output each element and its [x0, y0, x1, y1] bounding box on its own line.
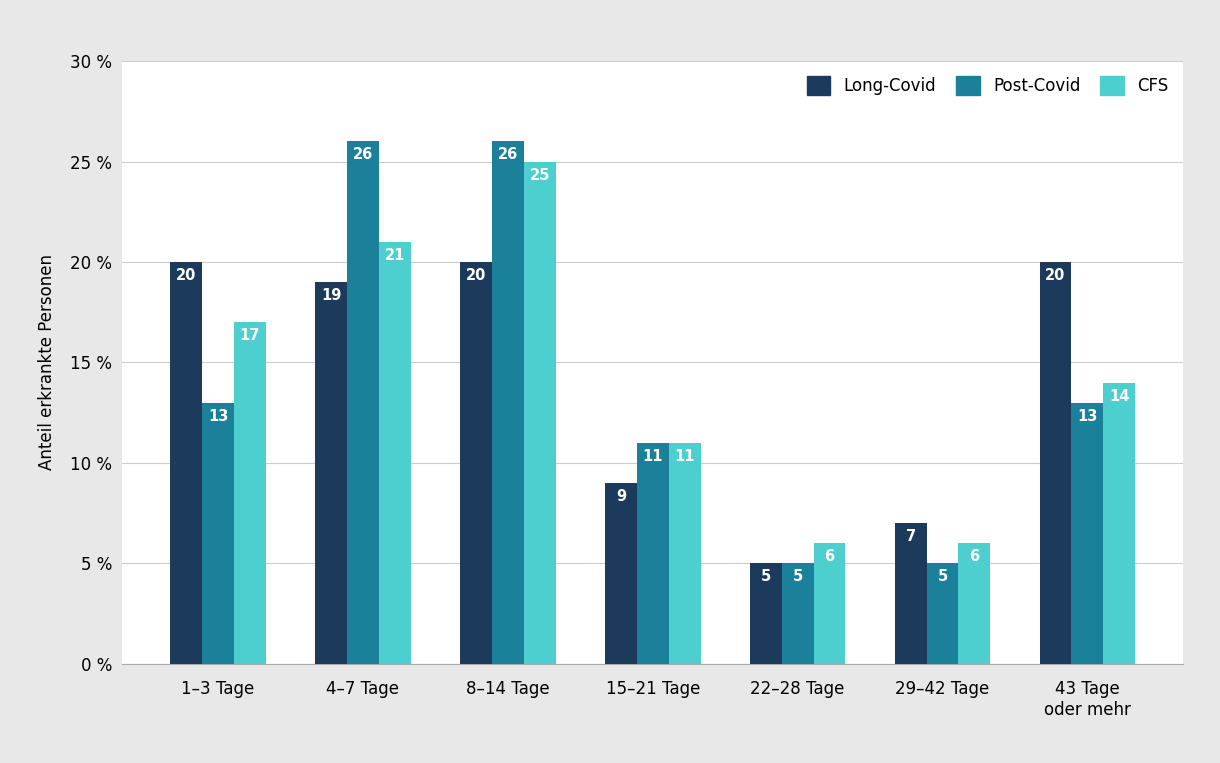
Bar [669, 443, 700, 664]
Text: 6: 6 [825, 549, 834, 565]
Bar [926, 563, 959, 664]
Bar [814, 543, 845, 664]
Bar [1071, 403, 1103, 664]
Bar [750, 563, 782, 664]
Text: 7: 7 [905, 530, 916, 544]
Bar [637, 443, 669, 664]
Bar [1103, 382, 1135, 664]
Bar [460, 262, 492, 664]
Bar [315, 282, 346, 664]
Text: 20: 20 [176, 268, 196, 283]
Text: 5: 5 [760, 569, 771, 584]
Text: 13: 13 [1077, 409, 1098, 423]
Text: 25: 25 [529, 168, 550, 182]
Text: 19: 19 [321, 288, 342, 303]
Y-axis label: Anteil erkrankte Personen: Anteil erkrankte Personen [38, 254, 56, 471]
Bar [605, 483, 637, 664]
Bar [346, 141, 379, 664]
Bar [523, 162, 555, 664]
Text: 26: 26 [353, 147, 373, 163]
Text: 5: 5 [793, 569, 803, 584]
Bar [782, 563, 814, 664]
Bar [894, 523, 926, 664]
Text: 9: 9 [616, 489, 626, 504]
Text: 14: 14 [1109, 388, 1130, 404]
Text: 21: 21 [384, 248, 405, 263]
Bar [379, 242, 411, 664]
Text: 11: 11 [643, 449, 662, 464]
Bar [492, 141, 523, 664]
Text: 20: 20 [466, 268, 486, 283]
Legend: Long-Covid, Post-Covid, CFS: Long-Covid, Post-Covid, CFS [800, 69, 1175, 102]
Bar [203, 403, 234, 664]
Text: 5: 5 [937, 569, 948, 584]
Text: 26: 26 [498, 147, 518, 163]
Bar [959, 543, 991, 664]
Text: 11: 11 [675, 449, 695, 464]
Text: 13: 13 [207, 409, 228, 423]
Bar [171, 262, 203, 664]
Text: 6: 6 [969, 549, 980, 565]
Bar [234, 322, 266, 664]
Text: 17: 17 [240, 328, 260, 343]
Bar [1039, 262, 1071, 664]
Text: 20: 20 [1046, 268, 1065, 283]
